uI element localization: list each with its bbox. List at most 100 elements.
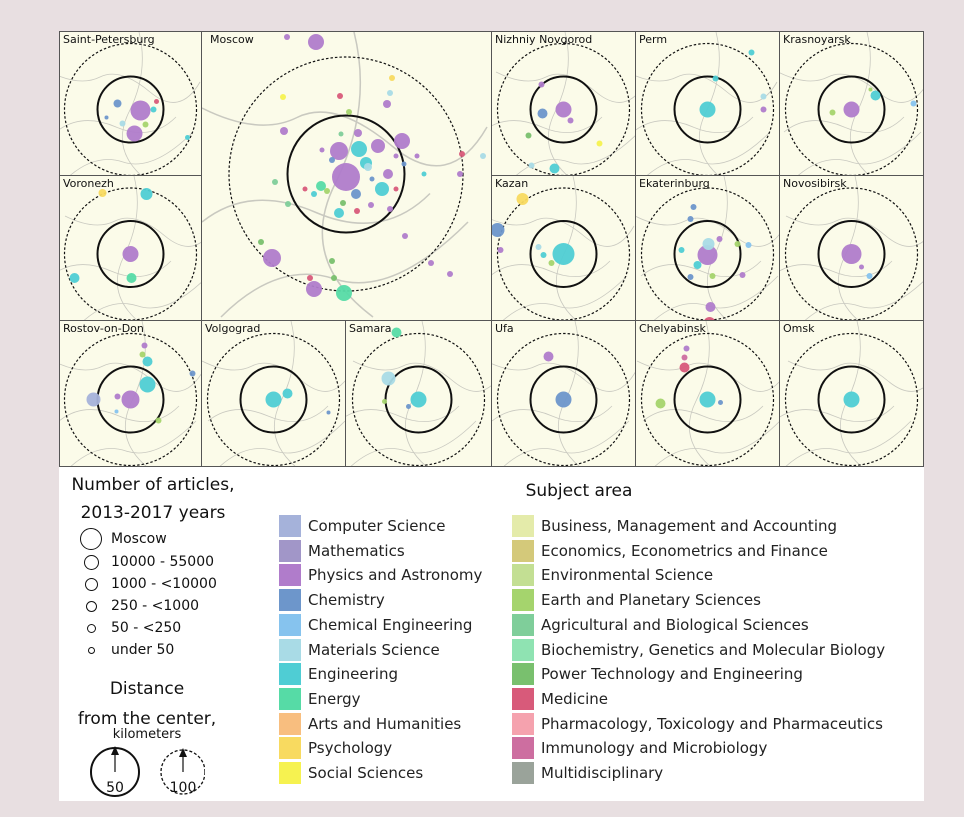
color-swatch bbox=[512, 687, 534, 710]
article-dot-physics bbox=[497, 247, 504, 253]
ring-100km bbox=[63, 42, 198, 175]
article-dot-materials bbox=[702, 238, 715, 250]
ring-50km bbox=[673, 220, 742, 288]
ring-100km bbox=[784, 42, 919, 175]
size-label: 1000 - <10000 bbox=[111, 576, 217, 592]
subject-label: Pharmacology, Toxicology and Pharmaceuti… bbox=[541, 714, 883, 733]
color-swatch bbox=[279, 638, 301, 661]
article-dot-medicine bbox=[154, 99, 159, 104]
article-dot-physics bbox=[280, 127, 288, 135]
article-dot-engineering bbox=[693, 261, 702, 269]
region-border bbox=[350, 420, 477, 466]
article-dot-physics bbox=[121, 390, 140, 409]
ring-50km bbox=[529, 220, 598, 288]
city-name: Voronezh bbox=[63, 177, 114, 190]
distance-inner-label: 50 bbox=[106, 780, 124, 796]
article-dot-physics bbox=[308, 34, 324, 50]
circle-icon bbox=[87, 624, 96, 633]
article-dot-physics bbox=[383, 100, 391, 108]
figure: Saint-Petersburg Moscow Nizhniy Novgorod… bbox=[59, 31, 924, 801]
ring-50km bbox=[96, 75, 165, 144]
article-dot-physics bbox=[383, 169, 393, 179]
city-map bbox=[780, 321, 923, 466]
region-border bbox=[202, 107, 488, 167]
panel-volgograd: Volgograd bbox=[201, 320, 346, 467]
region-border bbox=[83, 282, 201, 320]
distance-outer-label: 100 bbox=[170, 780, 197, 796]
circle-icon bbox=[85, 578, 98, 591]
subject-label: Psychology bbox=[308, 739, 393, 758]
region-border bbox=[70, 420, 197, 466]
article-dot-chemistry bbox=[537, 108, 548, 119]
region-border bbox=[640, 260, 762, 277]
subject-label: Chemical Engineering bbox=[308, 615, 473, 634]
subject-label: Chemistry bbox=[308, 591, 385, 610]
article-dot-engineering bbox=[712, 75, 719, 82]
article-dot-engineering bbox=[334, 208, 344, 218]
ring-50km bbox=[529, 365, 598, 434]
subject-label: Mathematics bbox=[308, 541, 405, 560]
article-dot-physics bbox=[716, 236, 723, 242]
city-map bbox=[60, 176, 201, 320]
ring-100km bbox=[640, 42, 775, 175]
article-dot-chemical-engineering bbox=[114, 409, 119, 414]
city-map bbox=[60, 321, 201, 466]
ring-50km bbox=[529, 75, 598, 144]
ring-100km bbox=[496, 187, 631, 320]
color-swatch bbox=[279, 613, 301, 636]
color-swatch bbox=[512, 737, 534, 760]
article-dot-physics bbox=[859, 264, 864, 270]
city-map bbox=[202, 32, 488, 318]
region-border bbox=[503, 420, 630, 466]
article-dot-physics bbox=[387, 206, 393, 212]
article-dot-earth bbox=[382, 399, 387, 404]
panel-chelyabinsk: Chelyabinsk bbox=[635, 320, 780, 467]
panel-perm: Perm bbox=[635, 31, 780, 176]
ring-100km bbox=[63, 187, 198, 320]
city-map bbox=[492, 32, 635, 175]
region-border bbox=[689, 321, 711, 466]
article-dot-agricultural bbox=[338, 131, 344, 137]
subject-label: Biochemistry, Genetics and Molecular Bio… bbox=[541, 640, 886, 659]
city-map bbox=[202, 321, 345, 466]
region-border bbox=[492, 405, 613, 422]
region-border bbox=[346, 405, 460, 422]
article-dot-materials bbox=[119, 120, 126, 127]
article-dot-physics bbox=[354, 129, 362, 137]
city-name: Ufa bbox=[495, 322, 514, 335]
article-dot-chemistry bbox=[406, 404, 411, 409]
distance-title-line2: from the center, bbox=[77, 709, 217, 729]
article-dot-engineering bbox=[870, 90, 881, 101]
article-dot-physics bbox=[697, 245, 718, 265]
article-dot-energy bbox=[316, 181, 326, 191]
city-name: Ekaterinburg bbox=[639, 177, 710, 190]
article-dot-physics bbox=[457, 171, 463, 177]
article-dot-physics bbox=[760, 106, 767, 113]
article-dot-engineering bbox=[185, 135, 190, 140]
region-border bbox=[60, 405, 180, 422]
color-swatch bbox=[512, 539, 534, 562]
region-border bbox=[798, 131, 922, 175]
article-dot-chemistry bbox=[189, 370, 196, 377]
article-dot-chemistry bbox=[369, 176, 375, 182]
article-dot-engineering bbox=[421, 171, 427, 177]
city-map bbox=[636, 176, 779, 320]
city-map bbox=[636, 321, 779, 466]
article-dot-chemistry bbox=[555, 391, 572, 408]
size-label: Moscow bbox=[111, 531, 167, 547]
article-dot-physics bbox=[555, 101, 572, 118]
region-border bbox=[653, 275, 779, 320]
ring-50km bbox=[817, 75, 886, 144]
subject-label: Arts and Humanities bbox=[308, 714, 462, 733]
panel-moscow: Moscow bbox=[201, 31, 492, 321]
color-swatch bbox=[279, 515, 301, 537]
article-dot-engineering bbox=[699, 101, 716, 118]
panel-nizhniy-novgorod: Nizhniy Novgorod bbox=[491, 31, 636, 176]
article-dot-engineering bbox=[282, 388, 293, 399]
article-dot-physics bbox=[543, 351, 554, 362]
region-border bbox=[516, 135, 635, 175]
panel-saint-petersburg: Saint-Petersburg bbox=[59, 31, 202, 176]
distance-unit: kilometers bbox=[112, 727, 182, 742]
article-dot-engineering bbox=[699, 391, 716, 408]
region-border bbox=[785, 420, 912, 466]
